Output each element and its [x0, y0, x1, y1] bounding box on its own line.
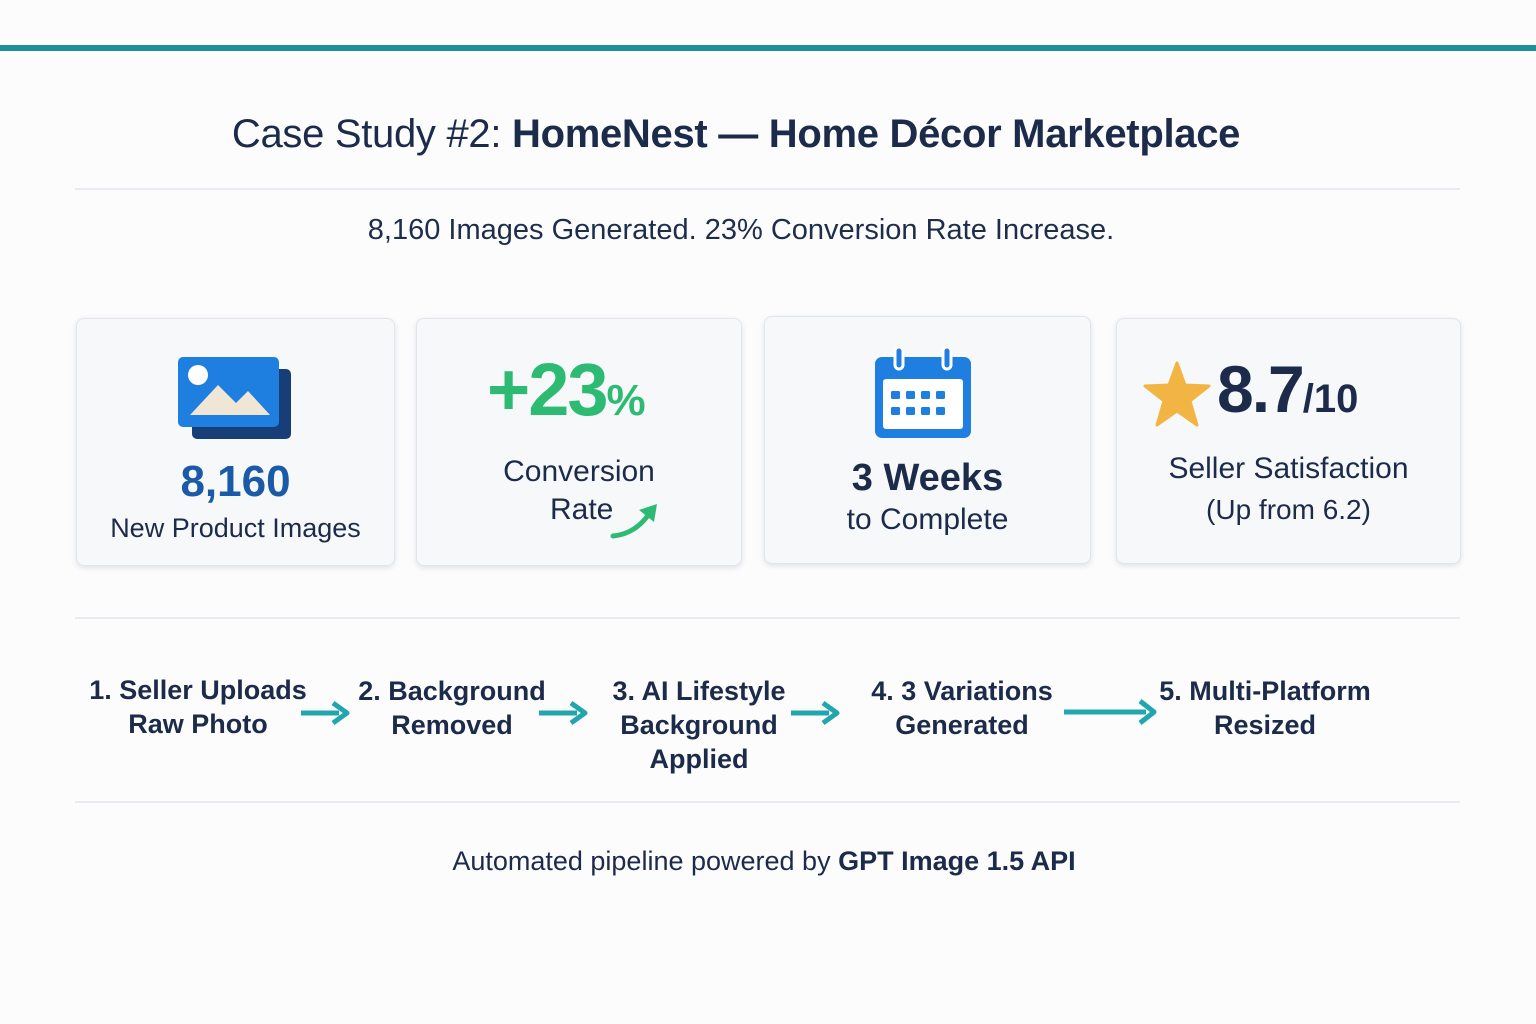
- pipeline-step-2: 2. Background Removed: [358, 676, 546, 740]
- title-main: HomeNest — Home Décor Marketplace: [511, 112, 1241, 156]
- satisfaction-score: 8.7/10: [1217, 352, 1359, 426]
- page-title: Case Study #2: HomeNest — Home Décor Mar…: [0, 112, 1472, 157]
- arrow-right-icon: [791, 700, 840, 726]
- conversion-label-line2: Rate: [550, 493, 614, 526]
- page-subtitle: 8,160 Images Generated. 23% Conversion R…: [367, 214, 1115, 246]
- stat-card-satisfaction: 8.7/10 Seller Satisfaction (Up from 6.2): [1116, 318, 1461, 564]
- pipeline-step-3: 3. AI Lifestyle Background Applied: [612, 676, 786, 774]
- pipeline-step-5: 5. Multi-Platform Resized: [1159, 676, 1371, 740]
- calendar-icon: [875, 347, 971, 438]
- footer-highlight: GPT Image 1.5 API: [838, 846, 1076, 876]
- image-stack-icon: [178, 357, 291, 439]
- footer-note: Automated pipeline powered by GPT Image …: [0, 846, 1528, 877]
- satisfaction-label: Seller Satisfaction: [1168, 452, 1409, 485]
- arrow-right-icon: [1064, 699, 1157, 725]
- satisfaction-previous: (Up from 6.2): [1206, 494, 1371, 525]
- images-count: 8,160: [180, 457, 291, 506]
- title-prefix: Case Study #2:: [231, 112, 502, 156]
- images-label: New Product Images: [110, 513, 361, 543]
- stat-card-duration: 3 Weeks to Complete: [764, 316, 1091, 564]
- stat-card-images: 8,160 New Product Images: [76, 318, 395, 566]
- duration-value: 3 Weeks: [851, 457, 1004, 499]
- stat-card-conversion: +23% Conversion Rate: [416, 318, 742, 566]
- trend-up-arrow-icon: [610, 504, 657, 539]
- cards-divider: [75, 617, 1460, 619]
- duration-label: to Complete: [846, 503, 1009, 536]
- footer-text: Automated pipeline powered by: [452, 846, 831, 876]
- top-accent-rule: [0, 45, 1536, 51]
- pipeline-step-4: 4. 3 Variations Generated: [871, 676, 1053, 740]
- pipeline-step-1: 1. Seller Uploads Raw Photo: [89, 675, 307, 739]
- arrow-right-icon: [301, 700, 350, 726]
- conversion-label-line1: Conversion: [503, 455, 655, 488]
- arrow-right-icon: [539, 700, 588, 726]
- title-divider: [75, 188, 1460, 190]
- star-icon: [1143, 361, 1211, 427]
- conversion-value: +23%: [487, 348, 646, 431]
- pipeline-divider: [75, 801, 1460, 803]
